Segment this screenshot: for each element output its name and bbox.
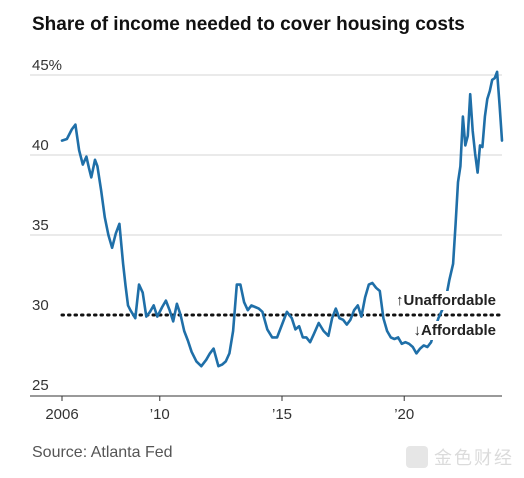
source-note: Source: Atlanta Fed bbox=[32, 444, 173, 461]
y-tick-label: 45% bbox=[32, 57, 62, 74]
y-tick-label: 30 bbox=[32, 297, 49, 314]
x-tick-label: ’10 bbox=[150, 406, 170, 423]
x-tick-label: 2006 bbox=[45, 406, 78, 423]
y-tick-label: 35 bbox=[32, 217, 49, 234]
watermark-text: 金色财经 bbox=[434, 448, 514, 469]
annotation-unaffordable: ↑Unaffordable bbox=[396, 292, 496, 309]
x-tick-label: ’20 bbox=[394, 406, 414, 423]
annotation-background bbox=[410, 321, 499, 340]
annotation-affordable: ↓Affordable bbox=[414, 322, 497, 339]
y-tick-labels: 45% 40 35 30 25 bbox=[32, 57, 62, 394]
annotations: ↑Unaffordable ↓Affordable bbox=[392, 291, 499, 340]
x-tick-labels: 2006 ’10 ’15 ’20 bbox=[45, 406, 414, 423]
y-tick-label: 25 bbox=[32, 377, 49, 394]
series-line-0 bbox=[60, 70, 504, 368]
chart-title: Share of income needed to cover housing … bbox=[32, 14, 465, 35]
x-tick-label: ’15 bbox=[272, 406, 292, 423]
watermark-logo-icon bbox=[406, 446, 428, 468]
series-group bbox=[60, 70, 504, 368]
gridlines bbox=[30, 74, 502, 236]
x-axis bbox=[30, 395, 502, 401]
y-tick-label: 40 bbox=[32, 137, 49, 154]
annotation-background bbox=[392, 291, 499, 310]
watermark: 金色财经 bbox=[406, 444, 514, 470]
